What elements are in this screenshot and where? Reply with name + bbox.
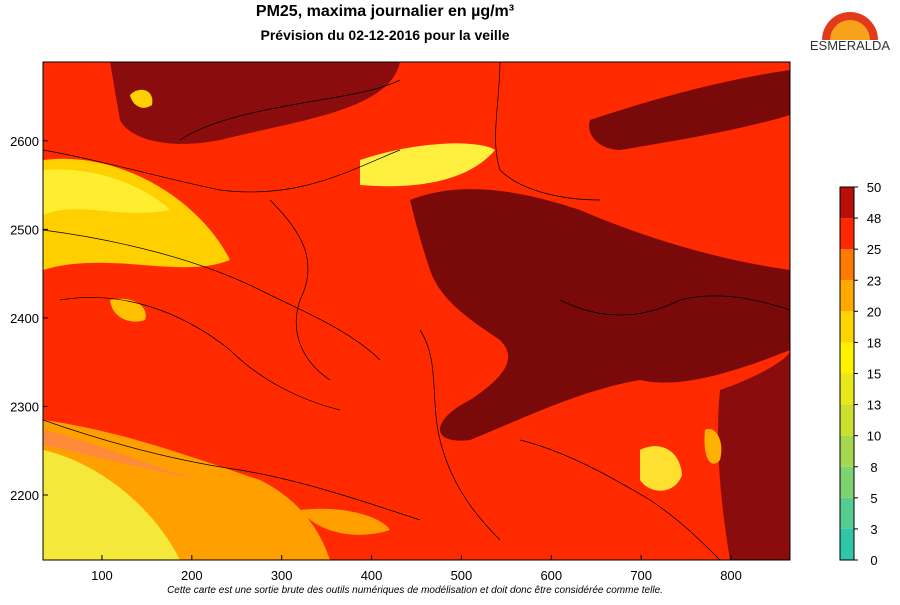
footer: Cette carte est une sortie brute des out… <box>167 585 663 596</box>
colorbar-tick-label: 50 <box>867 180 881 195</box>
colorbar-tick-label: 3 <box>870 522 877 537</box>
colorbar-tick-label: 15 <box>867 367 881 382</box>
x-tick-label: 700 <box>630 568 652 583</box>
colorbar-tick-label: 18 <box>867 335 881 350</box>
x-tick-label: 200 <box>181 568 203 583</box>
colorbar-band <box>840 249 854 281</box>
colorbar-tick-label: 8 <box>870 460 877 475</box>
colorbar-tick-label: 13 <box>867 398 881 413</box>
y-tick-label: 2500 <box>10 222 39 237</box>
colorbar-band <box>840 311 854 343</box>
colorbar-band <box>840 342 854 374</box>
y-tick-label: 2200 <box>10 488 39 503</box>
colorbar-band <box>840 373 854 405</box>
map-frame <box>42 61 791 561</box>
x-tick-label: 400 <box>361 568 383 583</box>
subtitle: Prévision du 02-12-2016 pour la veille <box>261 27 510 43</box>
x-tick-label: 600 <box>540 568 562 583</box>
y-tick-label: 2400 <box>10 311 39 326</box>
colorbar-band <box>840 218 854 250</box>
colorbar-band <box>840 187 854 219</box>
x-tick-label: 500 <box>451 568 473 583</box>
colorbar-band <box>840 466 854 498</box>
x-tick-label: 800 <box>720 568 742 583</box>
logo: ESMERALDA <box>810 12 891 53</box>
x-tick-label: 300 <box>271 568 293 583</box>
y-tick-label: 2600 <box>10 134 39 149</box>
colorbar-tick-label: 0 <box>870 553 877 568</box>
map-field <box>43 62 790 560</box>
x-tick-label: 100 <box>91 568 113 583</box>
colorbar-band <box>840 280 854 312</box>
logo-text: ESMERALDA <box>810 38 891 53</box>
colorbar-tick-label: 48 <box>867 211 881 226</box>
colorbar-tick-label: 20 <box>867 304 881 319</box>
colorbar-band <box>840 435 854 467</box>
colorbar-tick-label: 5 <box>870 491 877 506</box>
colorbar-band <box>840 528 854 560</box>
colorbar-tick-label: 10 <box>867 429 881 444</box>
y-tick-label: 2300 <box>10 399 39 414</box>
colorbar-tick-label: 25 <box>867 242 881 257</box>
colorbar-band <box>840 404 854 436</box>
colorbar-band <box>840 497 854 529</box>
colorbar-tick-label: 23 <box>867 273 881 288</box>
title: PM25, maxima journalier en µg/m³ <box>256 3 514 20</box>
